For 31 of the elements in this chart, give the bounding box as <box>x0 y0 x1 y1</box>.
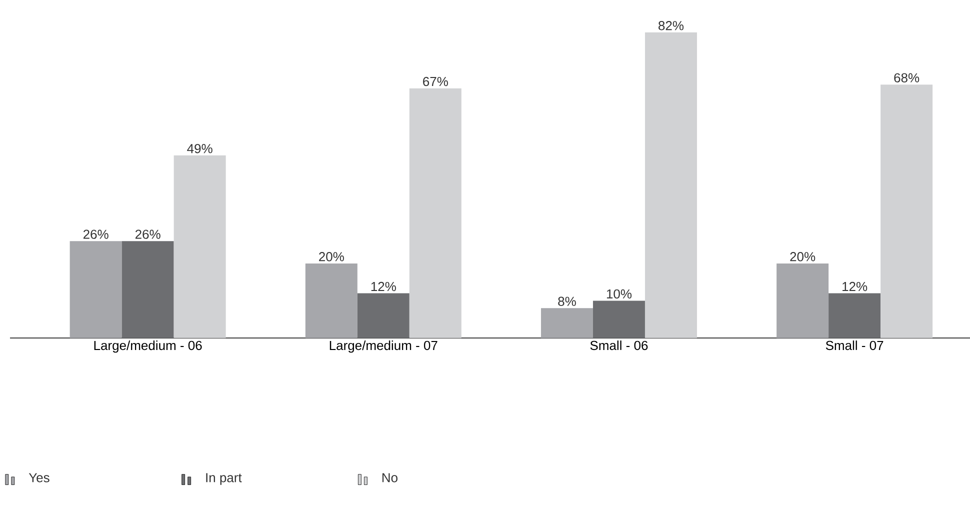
data-label: 20% <box>790 252 816 262</box>
x-tick-label: Large/medium - 06 <box>94 340 202 353</box>
bar <box>122 241 174 338</box>
data-label: 20% <box>319 252 344 262</box>
bar <box>776 263 829 338</box>
data-label: 8% <box>558 296 576 306</box>
bar <box>305 263 358 338</box>
legend-label: In part <box>206 473 242 485</box>
x-tick-label: Small - 06 <box>590 340 648 350</box>
bar <box>409 88 462 338</box>
data-label: 10% <box>606 289 632 299</box>
data-label: 82% <box>658 21 684 30</box>
bar <box>540 308 593 338</box>
data-label: 68% <box>894 73 920 82</box>
x-tick-label: Large/medium - 07 <box>330 340 438 353</box>
bar <box>70 241 122 338</box>
data-label: 67% <box>423 76 448 86</box>
data-label: 12% <box>371 282 396 292</box>
bar <box>357 293 410 338</box>
legend-label: Yes <box>28 473 50 482</box>
bar <box>828 293 881 338</box>
bar <box>592 300 645 338</box>
data-label: 26% <box>83 230 108 239</box>
data-label: 26% <box>135 230 160 239</box>
bar <box>174 155 226 338</box>
x-tick-label: Small - 07 <box>826 340 884 350</box>
legend-label: No <box>382 473 398 482</box>
bar <box>644 32 697 338</box>
bar <box>880 84 933 338</box>
data-label: 49% <box>187 144 212 154</box>
data-label: 12% <box>842 282 868 292</box>
